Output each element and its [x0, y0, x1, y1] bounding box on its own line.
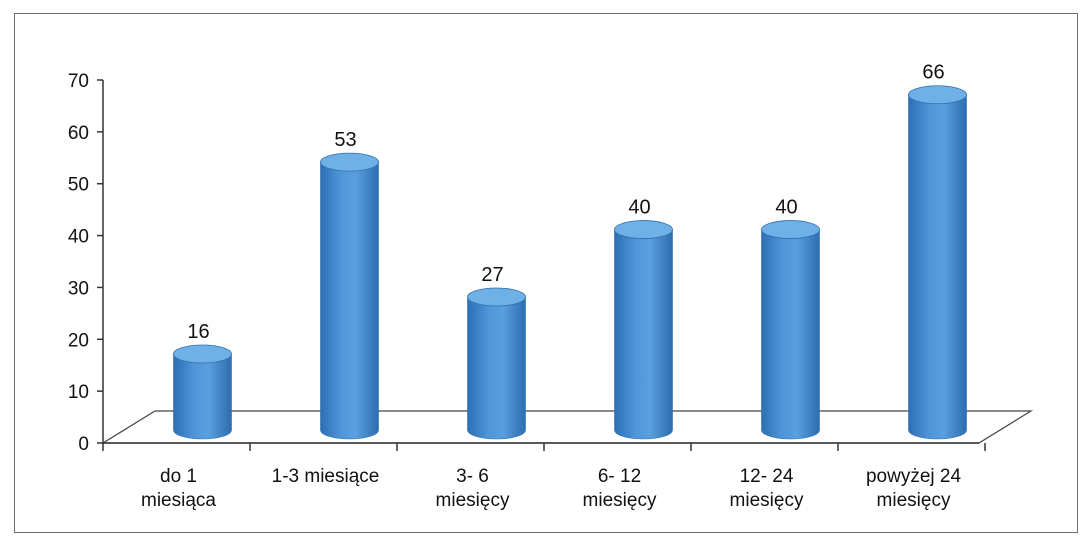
bar: [320, 152, 379, 440]
x-category-label: 3- 6 miesięcy: [436, 466, 510, 511]
bar-top: [467, 287, 526, 307]
y-tick-label: 10: [68, 382, 89, 403]
y-tick-label: 20: [68, 330, 89, 351]
y-tick-label: 50: [68, 175, 89, 196]
x-category-label-line: miesięcy: [877, 490, 951, 511]
y-tick-label: 60: [68, 123, 89, 144]
bar-body: [614, 229, 673, 440]
x-category-label-line: miesiąca: [141, 490, 216, 511]
x-category-label: do 1 miesiąca: [141, 466, 216, 511]
bar-top: [908, 85, 967, 105]
chart-frame: [14, 13, 1078, 533]
x-category-label-line: miesięcy: [436, 490, 510, 511]
bar-body: [173, 353, 232, 440]
data-label: 66: [922, 62, 944, 84]
bar-top: [320, 152, 379, 172]
bar-top: [173, 344, 232, 364]
y-tick-label: 70: [68, 71, 89, 92]
y-tick-label: 0: [78, 434, 89, 455]
bar-body: [908, 94, 967, 440]
x-category-label: powyżej 24 miesięcy: [866, 466, 961, 511]
data-label: 53: [334, 129, 356, 151]
x-category-label-line: 3- 6: [456, 466, 489, 487]
data-label: 16: [187, 321, 209, 343]
bar: [908, 85, 967, 440]
x-category-label-line: 1-3 miesiące: [272, 466, 380, 487]
x-category-label-line: do 1: [160, 466, 197, 487]
x-category-label-line: 6- 12: [598, 466, 641, 487]
x-category-label-line: miesięcy: [730, 490, 804, 511]
x-category-label: 1-3 miesiące: [272, 466, 380, 487]
data-label: 40: [628, 197, 650, 219]
bar-body: [467, 296, 526, 440]
bar-top: [614, 220, 673, 239]
bar: [614, 220, 673, 440]
y-tick-label: 30: [68, 278, 89, 299]
x-category-label-line: miesięcy: [583, 490, 657, 511]
chart-floor: [100, 410, 1034, 444]
bar: [173, 344, 232, 440]
x-category-label: 12- 24 miesięcy: [730, 466, 804, 511]
y-tick-label: 40: [68, 227, 89, 248]
x-category-label-line: powyżej 24: [866, 466, 961, 487]
bar: [467, 287, 526, 440]
x-category-label-line: 12- 24: [740, 466, 794, 487]
data-label: 27: [481, 264, 503, 286]
bar: [761, 220, 820, 440]
bar-body: [761, 229, 820, 440]
bar-top: [761, 220, 820, 239]
x-category-label: 6- 12 miesięcy: [583, 466, 657, 511]
bar-body: [320, 161, 379, 440]
data-label: 40: [775, 197, 797, 219]
